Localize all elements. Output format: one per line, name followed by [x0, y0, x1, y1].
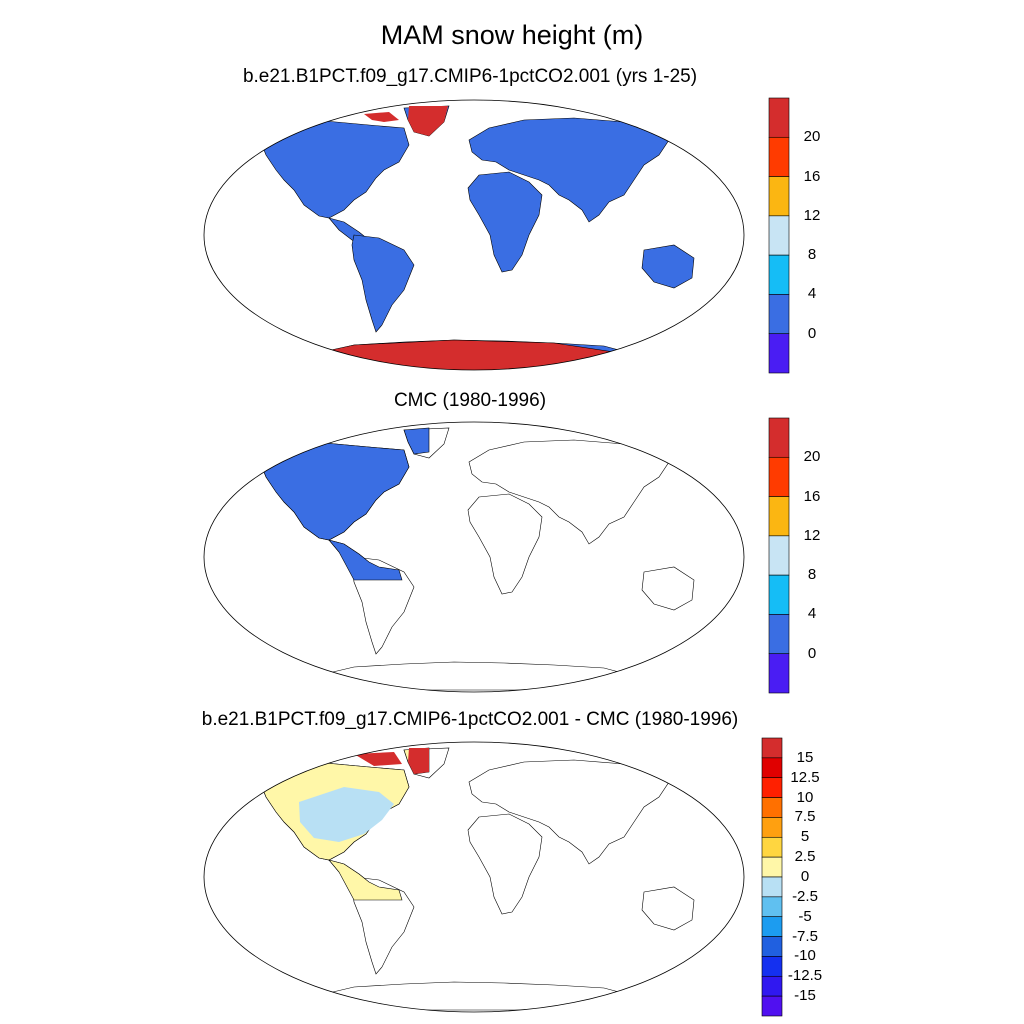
colorbar-tick-label: 15: [796, 748, 814, 766]
colorbar-swatch: [761, 836, 783, 858]
colorbar-tick-label: 10: [796, 788, 814, 806]
colorbar-swatch: [761, 896, 783, 918]
colorbar-swatch: [768, 535, 790, 576]
colorbar-swatch: [768, 496, 790, 537]
colorbar-swatch: [761, 757, 783, 779]
colorbar-swatch: [768, 333, 790, 374]
colorbar-swatch: [761, 856, 783, 878]
colorbar-tick-label: -7.5: [792, 927, 818, 945]
colorbar-tick-label: 5: [800, 828, 810, 846]
map-panel-3: [203, 741, 745, 1013]
colorbar-swatch: [768, 456, 790, 497]
colorbar-swatch: [761, 936, 783, 957]
colorbar-swatch: [761, 975, 783, 997]
greenland-diff: [408, 748, 429, 774]
colorbar-swatch: [768, 614, 790, 655]
colorbar-tick-label: -12.5: [787, 967, 823, 985]
panel-2-title: CMC (1980-1996): [393, 390, 547, 411]
arctic-diff: [354, 752, 402, 766]
colorbar-tick-label: 4: [807, 285, 817, 303]
colorbar-tick-label: 20: [803, 448, 821, 466]
land-fill: [261, 105, 695, 369]
colorbar-tick-label: 0: [800, 868, 810, 885]
colorbar-tick-label: -2.5: [792, 887, 818, 905]
colorbar-tick-label: 8: [807, 566, 817, 584]
figure-title: MAM snow height (m): [380, 20, 644, 50]
cmc-coverage: [261, 427, 430, 581]
colorbar-swatch: [768, 294, 790, 335]
map-panel-1: [203, 99, 745, 371]
map-border: [203, 421, 745, 693]
colorbar-tick-label: 12: [803, 526, 821, 544]
map-panel-2: [203, 421, 745, 693]
colorbar-2: [768, 417, 790, 694]
diff-negative-region: [299, 787, 394, 842]
colorbar-swatch: [761, 797, 783, 818]
colorbar-swatch: [761, 737, 783, 759]
colorbar-tick-label: 16: [803, 487, 821, 505]
colorbar-tick-label: -5: [798, 907, 812, 925]
colorbar-swatch: [768, 136, 790, 177]
colorbar-swatch: [761, 995, 783, 1017]
colorbar-tick-label: 0: [807, 644, 817, 662]
colorbar-swatch: [761, 777, 783, 798]
colorbar-tick-label: 12: [803, 206, 821, 224]
colorbar-swatch: [761, 876, 783, 898]
colorbar-swatch: [768, 574, 790, 615]
colorbar-tick-label: 16: [803, 167, 821, 185]
colorbar-swatch: [768, 417, 790, 458]
colorbar-3: [761, 737, 783, 1017]
colorbar-1: [768, 97, 790, 374]
colorbar-tick-label: 2.5: [794, 848, 816, 866]
colorbar-tick-label: 4: [807, 605, 817, 623]
colorbar-tick-label: 8: [807, 246, 817, 264]
colorbar-swatch: [761, 817, 783, 838]
colorbar-tick-label: 0: [807, 324, 817, 342]
antarctica-ice: [283, 339, 665, 370]
colorbar-swatch: [768, 215, 790, 256]
colorbar-swatch: [768, 97, 790, 138]
arctic-islands-ice: [364, 112, 399, 122]
colorbar-swatch: [768, 254, 790, 295]
colorbar-tick-label: -10: [794, 947, 816, 965]
colorbar-swatch: [768, 176, 790, 217]
panel-1-title: b.e21.B1PCT.f09_g17.CMIP6-1pctCO2.001 (y…: [242, 66, 698, 87]
colorbar-tick-label: 20: [803, 128, 821, 146]
panel-3-title: b.e21.B1PCT.f09_g17.CMIP6-1pctCO2.001 - …: [201, 709, 739, 730]
colorbar-swatch: [761, 956, 783, 977]
colorbar-tick-label: 7.5: [794, 808, 816, 826]
colorbar-tick-label: 12.5: [790, 768, 820, 786]
map-border: [203, 741, 745, 1013]
colorbar-tick-label: -15: [794, 987, 816, 1005]
colorbar-swatch: [761, 916, 783, 937]
greenland-ice: [408, 106, 448, 136]
colorbar-swatch: [768, 653, 790, 694]
map-border: [203, 99, 745, 371]
